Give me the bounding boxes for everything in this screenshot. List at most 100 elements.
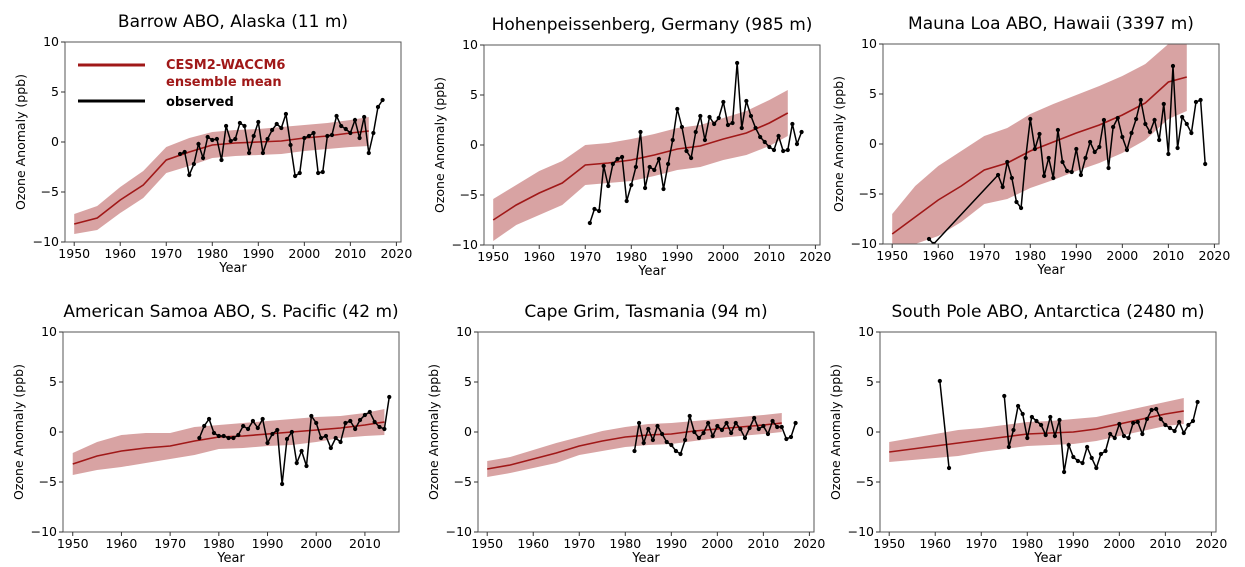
observed-line (939, 380, 950, 469)
model-spread-band (72, 409, 385, 475)
y-tick-label: −10 (446, 524, 472, 539)
observed-point (721, 99, 726, 105)
x-tick-label: 2010 (334, 246, 366, 261)
x-tick-label: 1990 (1057, 536, 1089, 551)
observed-point (1055, 127, 1061, 133)
x-tick-label: 2010 (753, 249, 785, 264)
observed-point (1085, 444, 1090, 450)
observed-point (260, 150, 266, 156)
observed-point (719, 427, 725, 433)
observed-point (328, 445, 333, 451)
observed-point (673, 448, 679, 454)
observed-point (716, 115, 721, 121)
x-tick-label: 2020 (799, 249, 831, 264)
observed-point (242, 123, 247, 129)
observed-point (652, 167, 657, 173)
y-axis-label: Ozone Anomaly (ppb) (831, 76, 846, 212)
observed-line (198, 396, 391, 485)
observed-point (767, 144, 772, 150)
observed-point (231, 435, 236, 441)
observed-point (338, 439, 343, 445)
x-tick-label: 2020 (793, 536, 825, 551)
observed-point (765, 431, 771, 437)
legend: CESM2-WACCM6 ensemble mean observed (78, 58, 285, 110)
x-tick-label: 1950 (477, 249, 509, 264)
observed-point (196, 141, 201, 147)
panel-title: Hohenpeissenberg, Germany (985 m) (492, 15, 813, 35)
observed-point (1011, 427, 1016, 433)
x-tick-label: 2000 (1106, 248, 1138, 263)
model-spread-band (493, 90, 788, 241)
observed-point (256, 119, 261, 125)
observed-point (226, 435, 231, 441)
x-tick-label: 2020 (1195, 536, 1227, 551)
legend-model-label: CESM2-WACCM6 (166, 58, 285, 73)
observed-point (1025, 435, 1030, 441)
observed-point (724, 420, 729, 426)
y-tick-label: −5 (39, 474, 57, 489)
panel-1: 1950 1960 1970 1980 1990 2000 2010 2020 −10 −5 0 5 1… (13, 12, 412, 276)
observed-point (206, 416, 212, 422)
observed-point (784, 436, 789, 442)
observed-point (587, 220, 592, 226)
x-tick-label: 1970 (150, 246, 182, 261)
observed-point (664, 439, 669, 445)
x-axis-label: Year (216, 551, 245, 566)
observed-point (762, 139, 767, 145)
x-tick-label: 1980 (615, 249, 647, 264)
observed-point (650, 437, 656, 443)
y-tick-label: 5 (470, 87, 478, 102)
y-tick-label: 5 (464, 374, 472, 389)
observed-point (241, 423, 246, 429)
observed-point (1157, 137, 1162, 143)
observed-point (210, 137, 215, 143)
observed-point (1161, 101, 1166, 107)
observed-point (318, 435, 324, 441)
observed-point (661, 186, 666, 192)
observed-point (770, 418, 775, 424)
observed-point (610, 161, 615, 167)
observed-point (223, 123, 229, 129)
observed-point (255, 425, 260, 431)
observed-point (1112, 435, 1117, 441)
legend-observed-label: observed (166, 95, 234, 110)
observed-point (1052, 433, 1058, 439)
observed-point (1051, 175, 1056, 181)
y-tick-label: 10 (456, 324, 472, 339)
observed-point (733, 420, 738, 426)
observed-point (1152, 117, 1157, 123)
x-tick-label: 2010 (1149, 536, 1181, 551)
observed-point (177, 151, 183, 157)
x-tick-label: 2000 (288, 246, 320, 261)
observed-point (771, 147, 777, 153)
observed-point (753, 125, 758, 131)
x-tick-label: 2000 (701, 536, 733, 551)
observed-point (1198, 97, 1203, 103)
observed-point (357, 135, 362, 141)
observed-point (1062, 469, 1067, 475)
x-tick-label: 1950 (471, 536, 503, 551)
observed-point (233, 136, 238, 142)
observed-point (265, 440, 270, 446)
observed-point (735, 60, 740, 66)
observed-point (1135, 419, 1140, 425)
observed-point (744, 98, 749, 104)
observed-point (236, 432, 241, 438)
observed-point (251, 133, 256, 139)
observed-point (1181, 430, 1186, 436)
x-tick-label: 2020 (1198, 248, 1230, 263)
x-tick-label: 1990 (242, 246, 274, 261)
observed-point (299, 448, 304, 454)
y-tick-label: 10 (41, 324, 57, 339)
y-axis-label: Ozone Anomaly (ppb) (432, 77, 447, 213)
observed-point (187, 172, 192, 178)
x-tick-label: 1960 (517, 536, 549, 551)
observed-point (270, 431, 275, 437)
observed-point (1089, 455, 1094, 461)
panel-4: 1950 1960 1970 1980 1990 2000 2010 −10 −5 0 5 10 Ame… (11, 302, 400, 566)
y-tick-label: −10 (33, 234, 59, 249)
observed-point (606, 183, 611, 189)
observed-point (656, 156, 662, 162)
y-tick-label: −5 (856, 474, 874, 489)
observed-point (592, 206, 597, 212)
